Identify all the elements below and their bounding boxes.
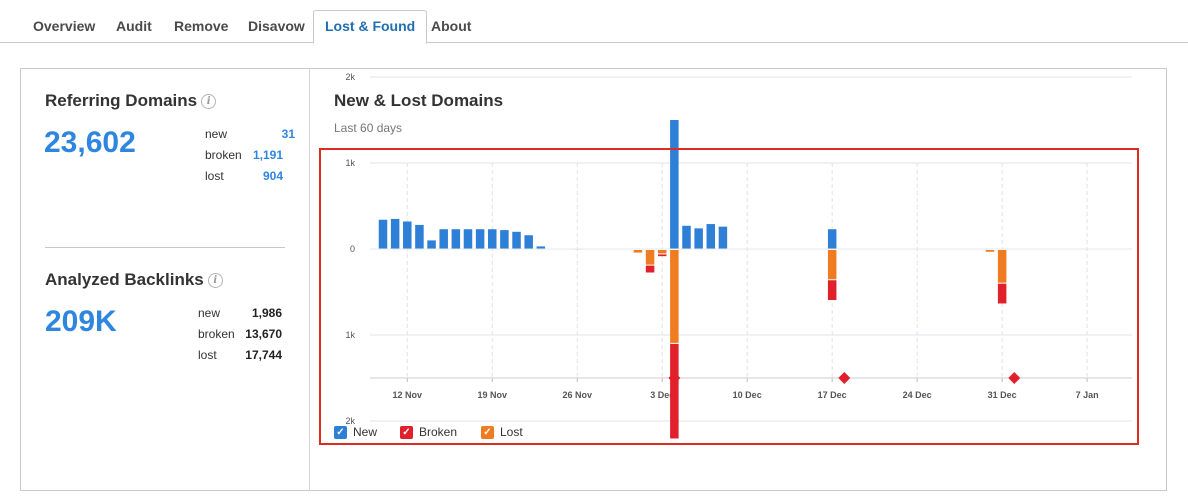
stat-value-link[interactable]: 31 xyxy=(281,127,295,141)
event-marker-diamond xyxy=(1008,372,1021,384)
stat-value: 13,670 xyxy=(245,327,282,341)
x-tick-label: 17 Dec xyxy=(818,390,847,400)
tab-about[interactable]: About xyxy=(431,18,472,34)
stat-value: 1,986 xyxy=(251,306,282,320)
stat-value-link[interactable]: 1,191 xyxy=(252,148,283,162)
referring-domains-label: Referring Domains xyxy=(45,91,198,110)
new-bar xyxy=(682,225,691,249)
info-icon[interactable]: i xyxy=(201,94,217,109)
new-bar xyxy=(488,229,497,249)
event-marker-diamond xyxy=(668,372,681,384)
info-icon[interactable]: i xyxy=(207,273,223,288)
referring-domains-lost-stat: lost 904 xyxy=(205,169,283,185)
y-tick-label: 1k xyxy=(345,330,355,340)
new-bar xyxy=(512,231,521,249)
new-bar xyxy=(475,229,485,249)
panel-divider-horizontal xyxy=(45,247,285,248)
broken-bar xyxy=(827,280,837,301)
lost-bar xyxy=(997,250,1007,283)
x-tick-label: 31 Dec xyxy=(988,390,1017,400)
broken-bar xyxy=(645,265,655,273)
analyzed-backlinks-label: Analyzed Backlinks xyxy=(45,270,204,289)
new-bar xyxy=(827,229,837,249)
new-bar xyxy=(500,230,509,249)
y-tick-label: 1k xyxy=(345,158,355,168)
checkbox-icon: ✓ xyxy=(334,426,347,439)
new-bar xyxy=(451,229,461,249)
referring-domains-title: Referring Domains i xyxy=(45,91,217,111)
stat-label: broken xyxy=(205,148,242,162)
new-bar xyxy=(524,235,533,249)
broken-bar xyxy=(997,283,1007,304)
lost-bar xyxy=(657,250,667,254)
tab-remove[interactable]: Remove xyxy=(174,18,229,34)
lost-bar xyxy=(633,250,643,253)
x-tick-label: 3 Dec xyxy=(650,390,674,400)
referring-domains-broken-stat: broken 1,191 xyxy=(205,148,283,164)
tab-lost-and-found[interactable]: Lost & Found xyxy=(313,10,428,44)
legend-new-label: New xyxy=(353,425,378,439)
new-bar xyxy=(670,120,679,249)
broken-bar xyxy=(670,343,679,439)
new-bar xyxy=(427,240,436,249)
y-tick-label: 2k xyxy=(345,416,355,426)
analyzed-backlinks-title: Analyzed Backlinks i xyxy=(45,270,223,290)
lost-bar xyxy=(827,250,837,280)
new-bar xyxy=(718,226,728,249)
checkbox-icon: ✓ xyxy=(400,426,413,439)
stat-label: new xyxy=(198,306,221,320)
new-bar xyxy=(463,229,473,249)
stat-value-link[interactable]: 904 xyxy=(262,169,283,183)
chart-title: New & Lost Domains xyxy=(334,91,504,110)
y-tick-label: 0 xyxy=(350,244,355,254)
stat-label: lost xyxy=(205,169,224,183)
event-marker-diamond xyxy=(838,372,851,384)
stat-label: lost xyxy=(198,348,217,362)
chart-subtitle: Last 60 days xyxy=(334,121,403,135)
referring-domains-total: 23,602 xyxy=(44,126,136,159)
new-bar xyxy=(694,228,703,249)
report-panel xyxy=(20,68,1167,491)
legend-broken-label: Broken xyxy=(419,425,458,439)
analyzed-backlinks-new-stat: new 1,986 xyxy=(198,306,282,322)
y-tick-label: 2k xyxy=(345,72,355,82)
stat-label: new xyxy=(205,127,228,141)
analyzed-backlinks-lost-stat: lost 17,744 xyxy=(198,348,282,364)
new-bar xyxy=(403,221,412,249)
x-tick-label: 10 Dec xyxy=(733,390,762,400)
new-bar xyxy=(390,218,400,249)
panel-divider-vertical xyxy=(309,68,310,491)
tab-disavow[interactable]: Disavow xyxy=(248,18,305,34)
stat-value: 17,744 xyxy=(245,348,282,362)
checkbox-icon: ✓ xyxy=(481,426,494,439)
x-tick-label: 19 Nov xyxy=(478,390,508,400)
new-bar xyxy=(706,224,716,249)
referring-domains-new-stat: new 31 xyxy=(205,127,295,143)
new-bar xyxy=(378,219,388,249)
lost-bar xyxy=(645,250,655,265)
chart-highlight-box xyxy=(319,148,1139,445)
x-tick-label: 26 Nov xyxy=(562,390,592,400)
tab-bar: Overview Audit Remove Disavow Lost & Fou… xyxy=(0,0,1188,44)
x-tick-label: 24 Dec xyxy=(903,390,932,400)
tab-overview[interactable]: Overview xyxy=(33,18,96,34)
analyzed-backlinks-total: 209K xyxy=(45,305,117,338)
tab-audit[interactable]: Audit xyxy=(116,18,152,34)
stat-label: broken xyxy=(198,327,235,341)
legend-lost-label: Lost xyxy=(500,425,523,439)
lost-bar xyxy=(670,250,679,343)
new-bar xyxy=(536,246,546,249)
new-bar xyxy=(439,229,448,249)
new-bar xyxy=(415,224,424,249)
analyzed-backlinks-broken-stat: broken 13,670 xyxy=(198,327,282,343)
x-tick-label: 12 Nov xyxy=(393,390,423,400)
broken-bar xyxy=(657,254,667,257)
lost-bar xyxy=(985,250,995,252)
x-tick-label: 7 Jan xyxy=(1076,390,1099,400)
